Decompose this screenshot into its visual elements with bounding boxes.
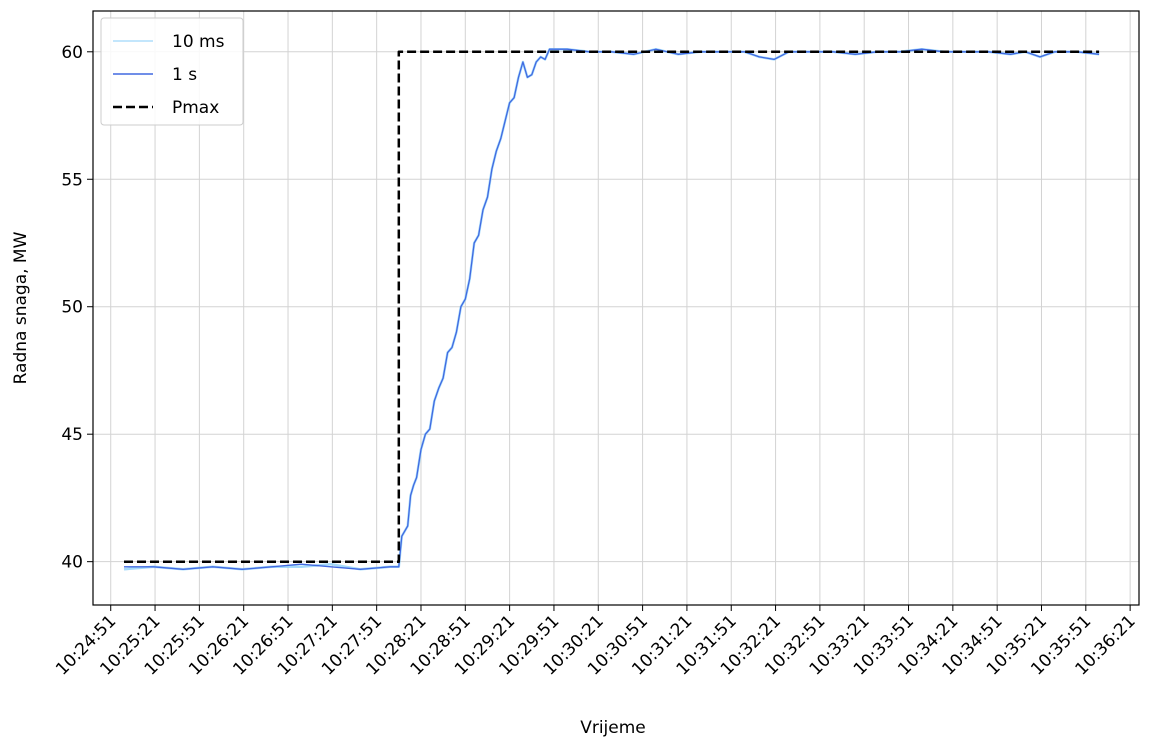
legend: 10 ms 1 s Pmax bbox=[100, 17, 244, 126]
x-axis-label: Vrijeme bbox=[580, 718, 646, 738]
series-line-pmax bbox=[124, 50, 1100, 563]
legend-label-1s: 1 s bbox=[172, 65, 197, 85]
y-tick-label: 50 bbox=[61, 298, 83, 318]
y-axis-label: Radna snaga, MW bbox=[11, 231, 31, 384]
legend-label-pmax: Pmax bbox=[172, 98, 219, 118]
series-layer bbox=[123, 47, 1100, 571]
plot-frame bbox=[92, 10, 1140, 606]
y-tick-label: 40 bbox=[61, 553, 83, 573]
legend-box bbox=[100, 17, 244, 126]
y-tick-label: 55 bbox=[61, 170, 83, 190]
legend-label-10ms: 10 ms bbox=[172, 32, 225, 52]
grid-layer bbox=[93, 11, 1139, 605]
tick-layer: 10:24:5110:25:2110:25:5110:26:2110:26:51… bbox=[52, 43, 1140, 680]
y-tick-label: 60 bbox=[61, 43, 83, 63]
series-line-1s bbox=[124, 48, 1100, 570]
y-tick-label: 45 bbox=[61, 425, 83, 445]
